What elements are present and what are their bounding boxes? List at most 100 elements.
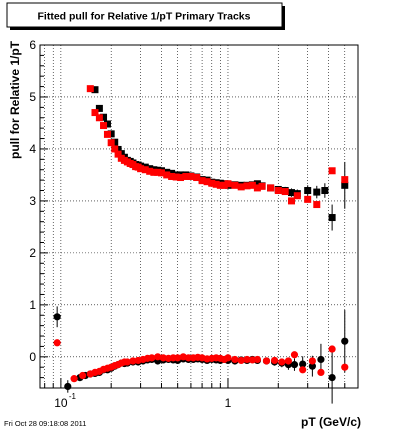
y-tick-label: 3 bbox=[29, 194, 36, 208]
data-point bbox=[328, 374, 336, 382]
data-point bbox=[123, 358, 131, 366]
data-point bbox=[253, 184, 261, 192]
data-point bbox=[70, 375, 78, 383]
data-point bbox=[203, 178, 211, 186]
data-point bbox=[267, 184, 275, 192]
data-point bbox=[154, 353, 162, 361]
data-point bbox=[278, 358, 286, 366]
data-point bbox=[262, 357, 271, 365]
data-point bbox=[100, 122, 108, 130]
series-4 bbox=[53, 339, 349, 383]
data-point bbox=[198, 177, 206, 185]
data-point bbox=[308, 357, 316, 365]
data-point bbox=[231, 181, 239, 189]
x-tick-label: 10 bbox=[54, 396, 68, 410]
data-point bbox=[341, 176, 349, 184]
data-point bbox=[163, 171, 171, 179]
data-point bbox=[141, 166, 149, 174]
y-axis-label: pull for Relative 1/pT bbox=[8, 40, 22, 159]
data-point bbox=[243, 355, 251, 364]
data-point bbox=[288, 189, 296, 197]
axes: 0 1 2 3 4 5 6 10 -1 1 bbox=[29, 38, 346, 410]
data-point bbox=[281, 188, 289, 196]
data-point bbox=[284, 357, 293, 365]
data-marks bbox=[53, 85, 349, 404]
data-point bbox=[111, 145, 119, 153]
data-point bbox=[288, 197, 296, 205]
data-point bbox=[208, 179, 216, 187]
data-point bbox=[224, 180, 232, 188]
data-point bbox=[64, 382, 72, 391]
data-point bbox=[193, 174, 201, 182]
data-point bbox=[103, 130, 111, 138]
data-point bbox=[107, 139, 115, 147]
y-tick-label: 4 bbox=[29, 142, 36, 156]
data-point bbox=[220, 181, 228, 189]
data-point bbox=[317, 368, 325, 377]
data-point bbox=[313, 188, 321, 196]
data-point bbox=[172, 173, 180, 181]
data-point bbox=[313, 201, 321, 209]
data-point bbox=[150, 168, 158, 176]
data-point bbox=[95, 104, 103, 112]
data-point bbox=[168, 172, 176, 180]
data-point bbox=[274, 187, 282, 195]
data-point bbox=[237, 356, 245, 365]
y-tick-label: 6 bbox=[29, 38, 36, 52]
y-tick-label: 2 bbox=[29, 246, 36, 260]
data-point bbox=[187, 172, 195, 180]
data-point bbox=[304, 195, 312, 203]
data-point bbox=[212, 180, 220, 188]
data-point bbox=[137, 165, 145, 173]
data-point bbox=[321, 187, 329, 195]
data-point bbox=[290, 351, 299, 359]
data-point bbox=[299, 366, 307, 374]
data-point bbox=[237, 183, 245, 191]
x-tick-exponent: -1 bbox=[69, 392, 77, 401]
data-point bbox=[299, 360, 307, 368]
data-point bbox=[53, 339, 61, 347]
data-point bbox=[317, 355, 325, 364]
data-point bbox=[341, 337, 349, 345]
data-point bbox=[157, 169, 165, 177]
data-point bbox=[304, 187, 312, 195]
data-point bbox=[95, 114, 103, 122]
data-point bbox=[248, 181, 256, 189]
data-point bbox=[114, 150, 122, 158]
y-tick-label: 0 bbox=[29, 350, 36, 364]
data-point bbox=[328, 214, 336, 222]
data-point bbox=[328, 167, 336, 175]
data-point bbox=[231, 355, 239, 364]
data-point bbox=[100, 113, 108, 121]
data-point bbox=[293, 192, 301, 200]
chart-title: Fitted pull for Relative 1/pT Primary Tr… bbox=[38, 11, 251, 23]
data-point bbox=[146, 167, 154, 175]
chart-title-box: Fitted pull for Relative 1/pT Primary Tr… bbox=[6, 2, 285, 30]
data-point bbox=[290, 361, 299, 369]
data-point bbox=[328, 345, 336, 353]
data-point bbox=[103, 120, 111, 128]
data-point bbox=[253, 180, 261, 188]
data-point bbox=[308, 362, 316, 370]
data-point bbox=[224, 354, 232, 362]
data-point bbox=[177, 174, 185, 182]
data-point bbox=[129, 357, 137, 365]
data-point bbox=[174, 354, 182, 362]
data-point bbox=[53, 313, 61, 321]
data-point bbox=[91, 109, 99, 117]
data-point bbox=[258, 182, 266, 190]
data-point bbox=[270, 356, 279, 365]
data-point bbox=[107, 130, 115, 138]
data-point bbox=[111, 138, 119, 146]
data-point bbox=[154, 168, 162, 176]
data-point bbox=[148, 354, 156, 362]
data-point bbox=[341, 181, 349, 189]
data-point bbox=[79, 371, 87, 380]
data-point bbox=[341, 363, 349, 371]
data-point bbox=[182, 172, 190, 180]
y-tick-label: 5 bbox=[29, 90, 36, 104]
title-box-frame bbox=[6, 2, 283, 28]
data-point bbox=[216, 181, 224, 189]
